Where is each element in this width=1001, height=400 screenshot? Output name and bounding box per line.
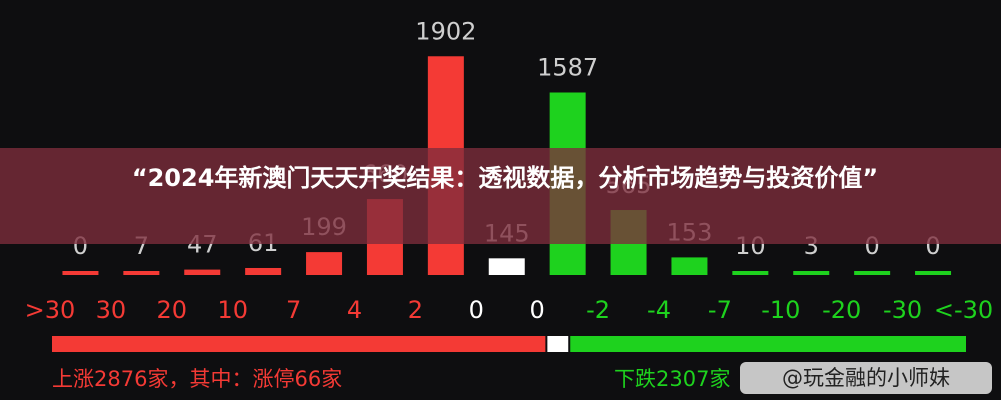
bar: [123, 271, 160, 275]
watermark-bg: [740, 362, 992, 394]
bar: [245, 267, 282, 275]
x-tick-label: 7: [286, 296, 301, 324]
bar: [184, 269, 221, 275]
bar: [488, 258, 525, 275]
bar: [306, 252, 343, 275]
x-tick-label: -20: [822, 296, 861, 324]
x-tick-label: -30: [883, 296, 922, 324]
summary-part: 家: [147, 367, 168, 391]
bar: [671, 257, 708, 275]
x-tick-label: -10: [761, 296, 800, 324]
title-banner: [0, 148, 1001, 244]
summary-part: 下跌: [614, 367, 656, 391]
down-ratio-bar: [570, 336, 966, 352]
summary-part: 2876: [94, 367, 147, 391]
x-tick-label: 30: [96, 296, 127, 324]
x-tick-label: 2: [408, 296, 423, 324]
x-tick-label: -2: [586, 296, 610, 324]
x-tick-label: 4: [347, 296, 362, 324]
summary-part: 66: [294, 367, 321, 391]
x-tick-label: 10: [217, 296, 248, 324]
bar: [732, 271, 769, 275]
watermark: @玩金融的小师妹: [782, 366, 950, 390]
x-tick-label: 0: [530, 296, 545, 324]
up-ratio-bar: [52, 336, 546, 352]
x-tick-label: 0: [469, 296, 484, 324]
bar: [854, 271, 891, 275]
bar: [62, 271, 99, 275]
summary-part: 家: [709, 367, 730, 391]
x-tick-label: -4: [647, 296, 671, 324]
summary-part: 上涨: [52, 367, 94, 391]
value-label: 1587: [537, 53, 598, 81]
summary-part: ，其中：涨停: [168, 367, 294, 391]
bar: [793, 271, 830, 275]
up-summary: 上涨2876家，其中：涨停66家: [52, 367, 342, 391]
x-tick-label: >30: [25, 296, 76, 324]
summary-part: 2307: [656, 367, 709, 391]
x-tick-label: 20: [157, 296, 188, 324]
x-tick-label: -7: [708, 296, 732, 324]
x-tick-label: <-30: [934, 296, 993, 324]
down-summary: 下跌2307家: [614, 367, 730, 391]
bar: [915, 271, 952, 275]
chart-title: “2024年新澳门天天开奖结果：透视数据，分析市场趋势与投资价值”: [131, 164, 879, 192]
summary-part: 家: [321, 367, 342, 391]
flat-ratio-bar: [547, 336, 569, 352]
value-label: 1902: [415, 17, 476, 45]
